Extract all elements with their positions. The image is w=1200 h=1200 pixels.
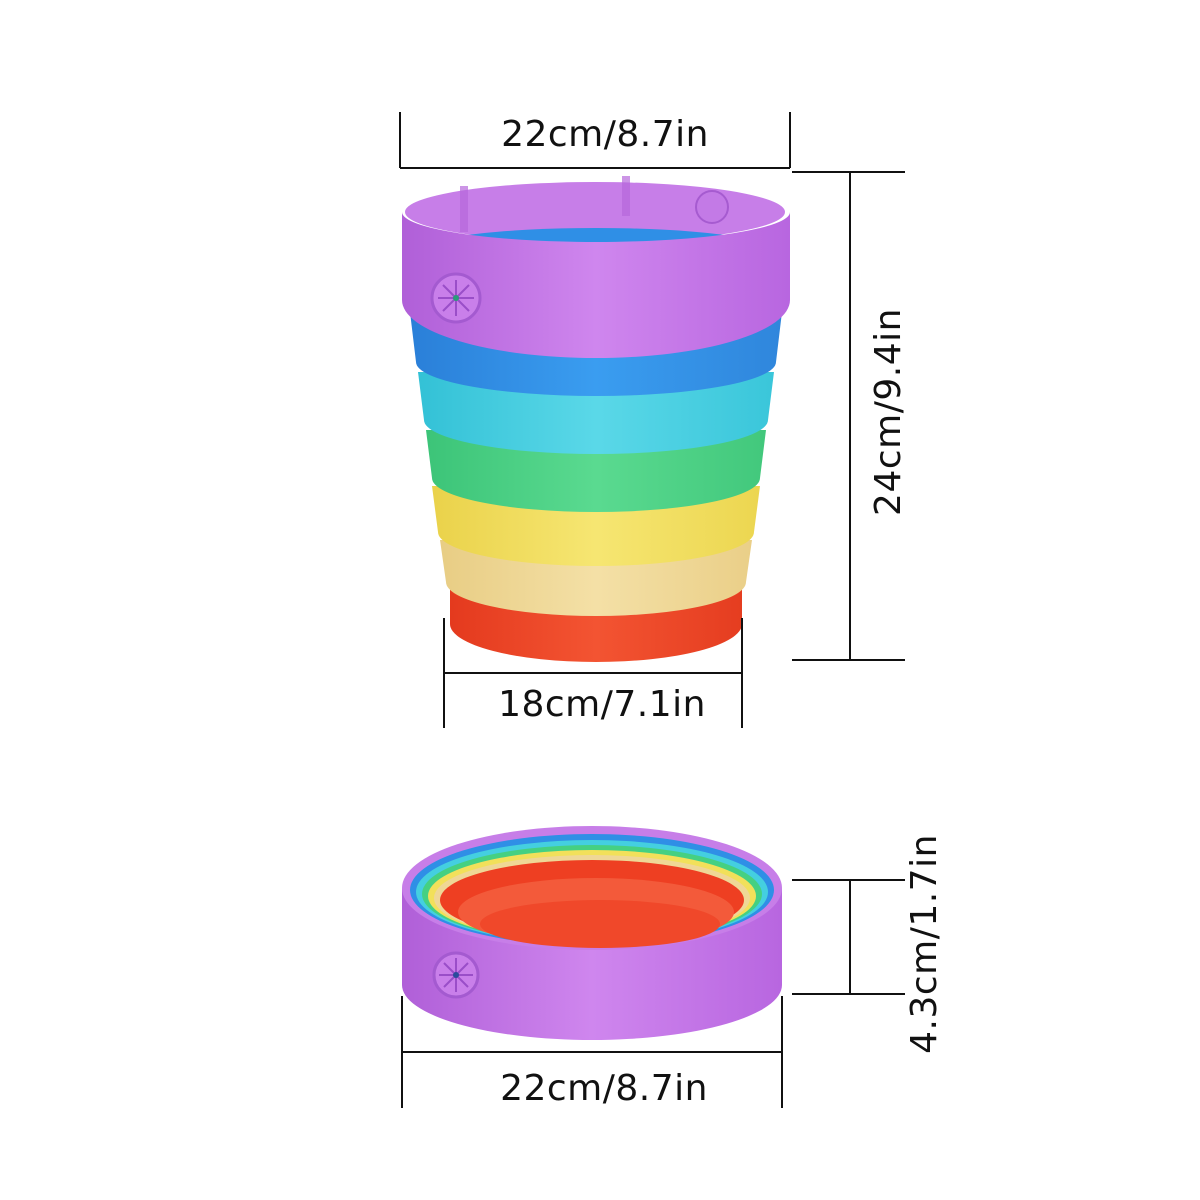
- bottom-width-dimension: [443, 618, 743, 728]
- collapsed-width-label: 22cm/8.7in: [500, 1068, 708, 1109]
- asterisk-button-icon: [430, 272, 482, 324]
- top-width-label: 22cm/8.7in: [501, 114, 709, 155]
- collapsed-height-label: 4.3cm/1.7in: [904, 834, 945, 1054]
- collapsed-bucket: [402, 826, 782, 1040]
- height-label: 24cm/9.4in: [868, 308, 909, 516]
- button-icon: [695, 190, 729, 224]
- collapsed-height-dimension: [792, 879, 905, 995]
- expanded-bucket: [402, 176, 790, 662]
- bottom-width-label: 18cm/7.1in: [498, 684, 706, 725]
- asterisk-button-icon-collapsed: [432, 951, 480, 999]
- collapsed-width-dimension: [401, 996, 783, 1108]
- height-dimension: [792, 171, 905, 661]
- top-width-dimension: [399, 112, 791, 169]
